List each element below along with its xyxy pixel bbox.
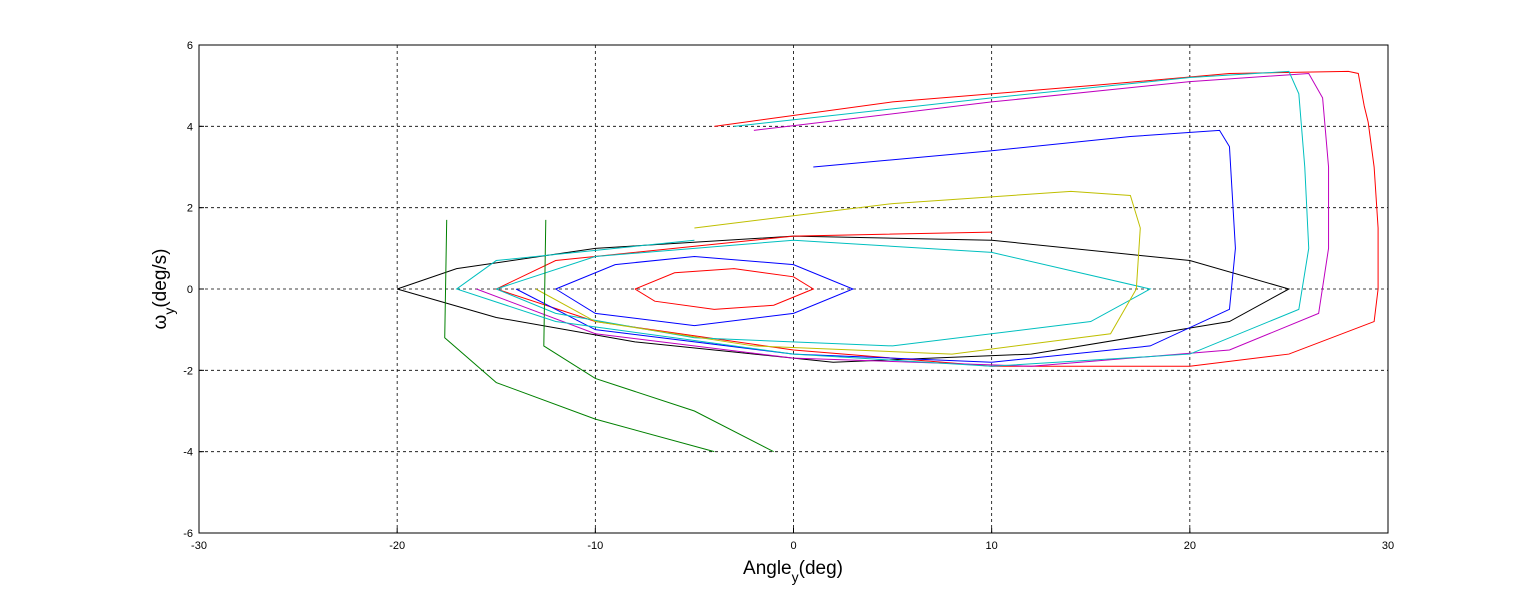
trajectory [634, 268, 815, 310]
y-tick-label: 4 [187, 121, 193, 133]
x-tick-label: 0 [790, 540, 796, 552]
y-label-tail: (deg/s) [150, 249, 171, 308]
y-tick-label: 0 [187, 284, 193, 296]
y-axis-label: ωy(deg/s) [150, 249, 177, 330]
x-tick-label: -20 [389, 540, 405, 552]
trajectory [535, 190, 1141, 355]
y-tick-label: -2 [183, 365, 193, 377]
x-label-tail: (deg) [799, 558, 843, 579]
y-tick-label: 6 [187, 40, 193, 52]
y-tick-label: -6 [183, 528, 193, 540]
trajectory [397, 235, 1291, 363]
x-tick-label: -10 [587, 540, 603, 552]
trajectory [543, 219, 774, 453]
y-tick-label: -4 [183, 447, 193, 459]
trajectory [555, 255, 855, 327]
x-label-sub: y [792, 569, 799, 585]
trajectory [455, 70, 1310, 367]
trajectory [444, 219, 715, 453]
trajectory [496, 239, 1152, 347]
x-axis-label: Angley(deg) [743, 558, 843, 585]
x-tick-label: 10 [986, 540, 998, 552]
x-tick-label: 20 [1184, 540, 1196, 552]
trajectory [476, 72, 1330, 367]
y-label-sub: y [161, 308, 177, 315]
y-tick-label: 2 [187, 203, 193, 215]
x-tick-label: 30 [1382, 540, 1394, 552]
y-label-main: ω [150, 314, 171, 329]
x-label-main: Angle [743, 558, 792, 579]
x-tick-label: -30 [191, 540, 207, 552]
